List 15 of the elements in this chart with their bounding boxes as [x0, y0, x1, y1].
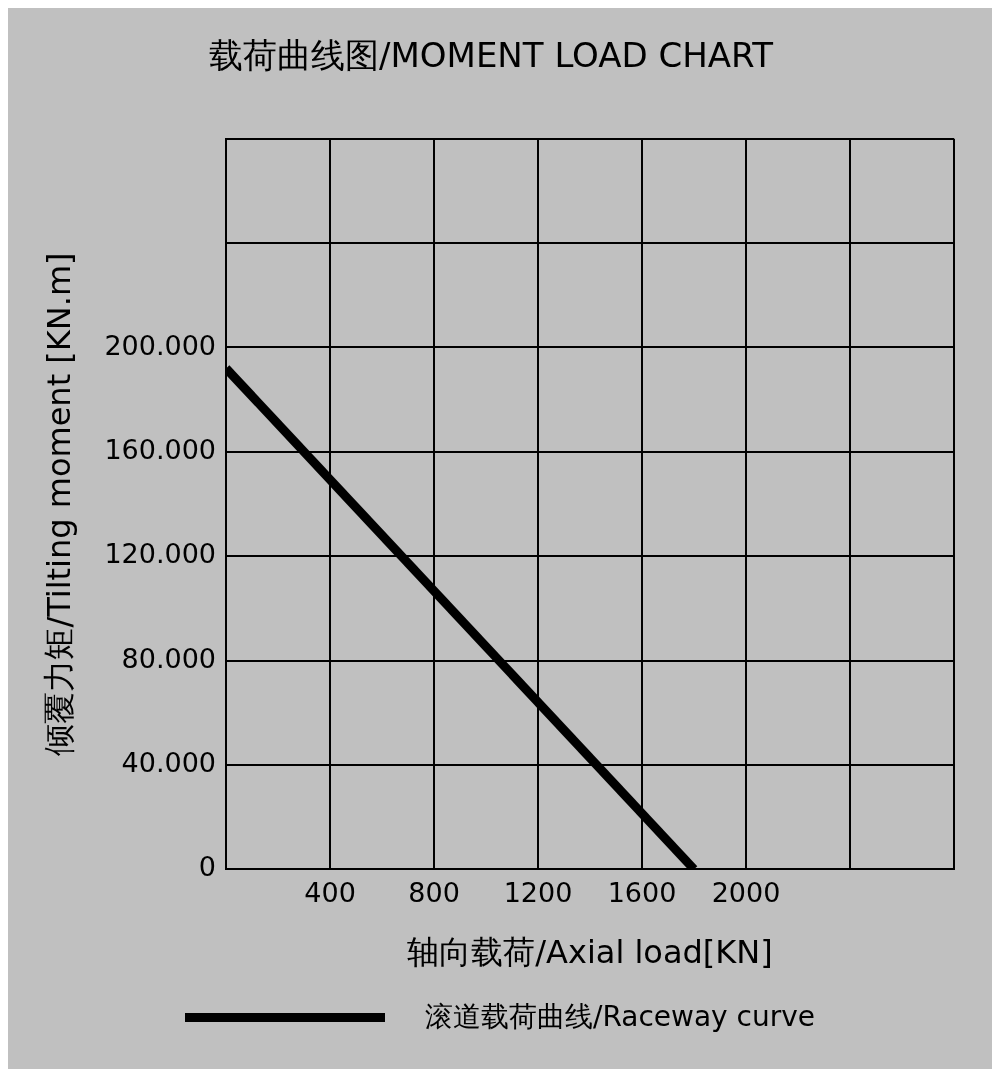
x-axis-title: 轴向载荷/Axial load[KN]	[407, 933, 773, 972]
x-tick-label: 400	[304, 877, 356, 909]
y-tick-label: 200.000	[104, 329, 217, 361]
y-tick-label: 160.000	[104, 433, 217, 465]
chart-title: 载荷曲线图/MOMENT LOAD CHART	[208, 35, 774, 76]
x-tick-label: 2000	[711, 877, 781, 909]
y-tick-label: 0	[198, 851, 217, 883]
y-tick-label: 40.000	[121, 746, 217, 778]
text: 滚道载荷曲线/Raceway curve	[424, 999, 816, 1035]
y-tick-label: 80.000	[121, 642, 217, 674]
x-tick-label: 800	[408, 877, 460, 909]
y-axis-title: 倾覆力矩/Tilting moment [KN.m]	[39, 252, 78, 756]
x-tick-label: 1200	[503, 877, 573, 909]
x-tick-label: 1600	[607, 877, 677, 909]
y-tick-label: 120.000	[104, 538, 217, 570]
